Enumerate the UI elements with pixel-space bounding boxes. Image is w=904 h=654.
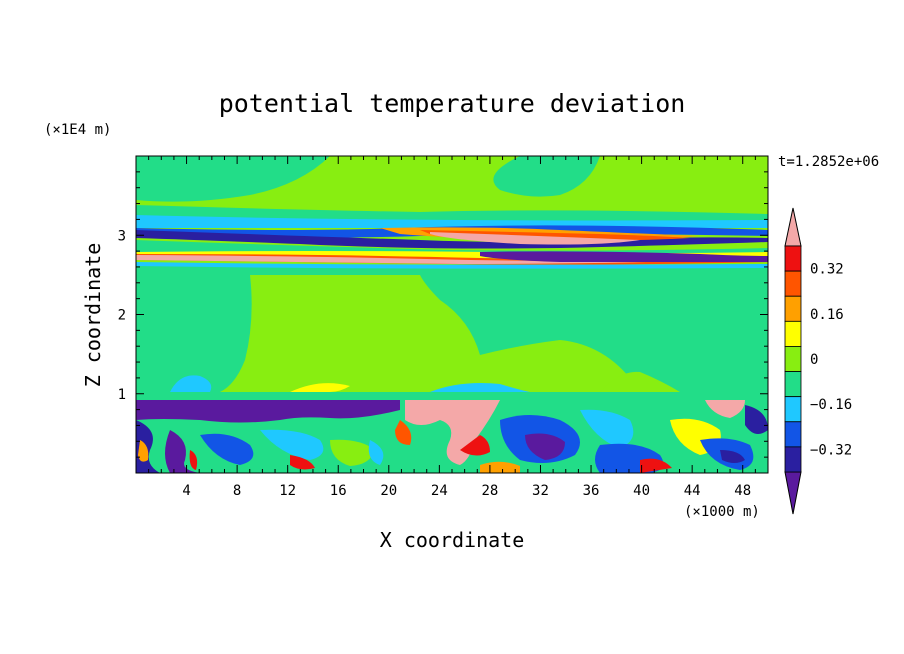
x-tick-label: 4 <box>182 483 190 499</box>
y-axis-label: Z coordinate <box>81 243 105 388</box>
x-tick-label: 44 <box>684 483 701 499</box>
colorbar-swatch <box>784 270 802 297</box>
y-unit-label: (×1E4 m) <box>44 122 111 138</box>
x-tick-label: 16 <box>330 483 347 499</box>
x-tick-label: 36 <box>583 483 600 499</box>
colorbar-swatch <box>784 421 802 448</box>
y-tick-label: 2 <box>118 308 126 324</box>
x-axis-ticks: 4 8 12 16 20 24 28 32 36 40 44 48 <box>148 156 756 499</box>
x-tick-label: 12 <box>279 483 296 499</box>
colorbar-tick-label: 0.32 <box>810 262 844 278</box>
x-tick-label: 32 <box>532 483 549 499</box>
colorbar-tick-label: −0.32 <box>810 442 852 458</box>
colorbar-tick-label: 0 <box>810 352 818 368</box>
x-tick-label: 48 <box>734 483 751 499</box>
contour-field <box>136 156 768 473</box>
colorbar-under-arrow <box>784 471 802 515</box>
x-tick-label: 24 <box>431 483 448 499</box>
y-tick-label: 3 <box>118 228 126 244</box>
x-unit-label: (×1000 m) <box>684 504 760 520</box>
x-axis-label: X coordinate <box>380 528 525 552</box>
colorbar-swatch <box>784 371 802 398</box>
colorbar-swatch <box>784 320 802 347</box>
y-axis-ticks: 1 2 3 <box>118 171 768 458</box>
y-tick-label: 1 <box>118 387 126 403</box>
colorbar-swatch <box>784 295 802 322</box>
colorbar: 0.32 0.16 0 −0.16 −0.32 <box>784 207 852 515</box>
chart-title: potential temperature deviation <box>219 89 686 118</box>
x-tick-label: 28 <box>481 483 498 499</box>
colorbar-swatch <box>784 245 802 272</box>
colorbar-swatch <box>784 446 802 473</box>
x-tick-label: 20 <box>380 483 397 499</box>
x-tick-label: 40 <box>633 483 650 499</box>
colorbar-tick-label: 0.16 <box>810 307 844 323</box>
colorbar-swatch <box>784 396 802 423</box>
x-tick-label: 8 <box>233 483 241 499</box>
colorbar-tick-label: −0.16 <box>810 397 852 413</box>
colorbar-over-arrow <box>784 207 802 247</box>
colorbar-swatch <box>784 346 802 372</box>
time-label: t=1.2852e+06 <box>778 154 879 170</box>
